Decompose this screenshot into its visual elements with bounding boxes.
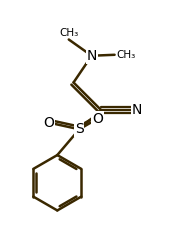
Text: CH₃: CH₃: [59, 28, 78, 38]
Text: N: N: [131, 103, 142, 117]
Text: S: S: [75, 122, 84, 136]
Text: O: O: [43, 116, 54, 129]
Text: N: N: [87, 49, 97, 63]
Text: O: O: [92, 112, 103, 126]
Text: CH₃: CH₃: [117, 50, 136, 60]
